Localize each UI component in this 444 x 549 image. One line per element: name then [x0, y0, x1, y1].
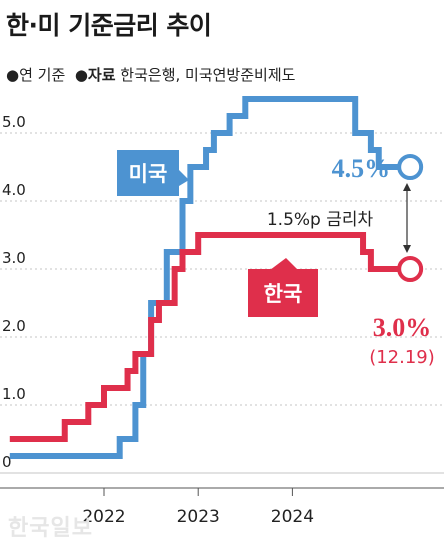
- korea-end-date: (12.19): [369, 347, 435, 368]
- us-callout-box: [117, 150, 179, 196]
- y-tick-label: 3.0: [2, 249, 26, 267]
- korea-callout-box: [248, 269, 318, 317]
- korea-end-label: 3.0%: [373, 313, 432, 342]
- us-callout-pointer: [179, 170, 189, 186]
- source-prefix: ●자료: [74, 66, 116, 84]
- source-text: 한국은행, 미국연방준비제도: [120, 66, 296, 84]
- watermark-logo: 한국일보: [8, 516, 93, 541]
- basis-label: ●연 기준: [6, 66, 66, 84]
- y-tick-label: 1.0: [2, 385, 26, 403]
- us-end-label: 4.5%: [332, 154, 391, 183]
- gap-label-bg: [250, 206, 390, 230]
- x-tick-label: 2024: [271, 507, 314, 527]
- y-tick-label: 4.0: [2, 181, 26, 199]
- y-tick-label: 0: [2, 453, 12, 471]
- series-lines: [9, 96, 411, 459]
- series-line-korea: [9, 232, 411, 442]
- korea-callout-pointer: [270, 258, 298, 270]
- gap-arrow-head-bottom: [403, 245, 411, 253]
- end-marker-korea: [397, 256, 424, 282]
- end-marker-us: [397, 154, 424, 180]
- gap-annotation: 1.5%p 금리차: [250, 183, 411, 253]
- series-line-us: [9, 96, 411, 459]
- chart-subtitle: ●연 기준 ●자료 한국은행, 미국연방준비제도: [6, 64, 295, 85]
- gap-arrow-head-top: [403, 183, 411, 191]
- x-tick-label: 2023: [177, 507, 220, 527]
- y-tick-labels: 0 1.0 2.0 3.0 4.0 5.0: [2, 113, 26, 471]
- x-tick-label: 2022: [82, 507, 125, 527]
- korea-series-name: 한국: [264, 282, 303, 306]
- us-series-name: 미국: [129, 162, 168, 186]
- y-tick-label: 2.0: [2, 317, 26, 335]
- y-tick-label: 5.0: [2, 113, 26, 131]
- x-tick-labels: 2022 2023 2024: [82, 488, 314, 527]
- gap-label: 1.5%p 금리차: [267, 210, 374, 230]
- page-title: 한·미 기준금리 추이: [6, 11, 212, 40]
